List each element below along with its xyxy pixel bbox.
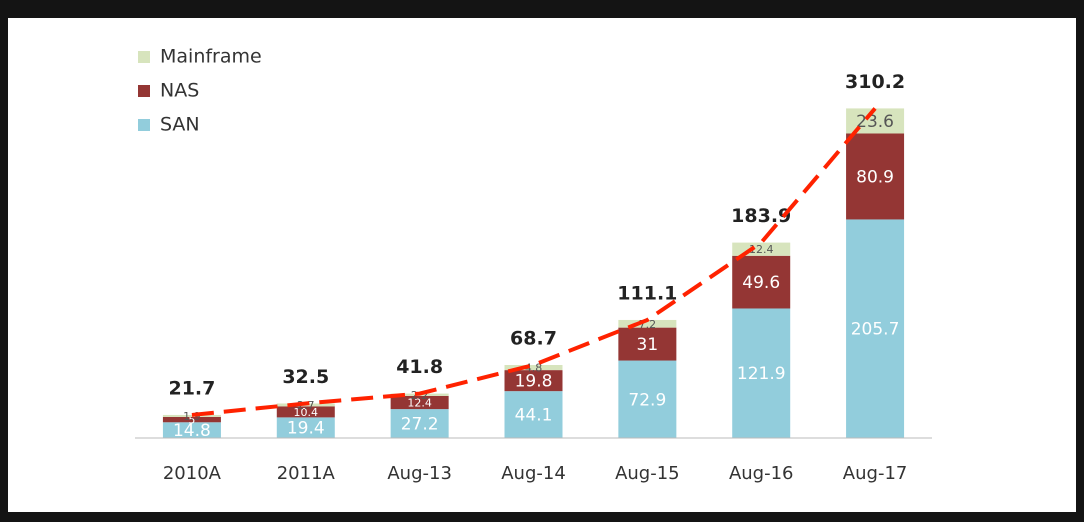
total-label: 32.5 [282, 366, 329, 388]
bar-segment [390, 409, 449, 438]
value-label: 49.6 [742, 273, 780, 293]
bar-segment [162, 422, 221, 438]
legend-swatch [138, 85, 150, 97]
bar-segment [846, 133, 905, 220]
total-label: 111.1 [617, 282, 677, 304]
bar-segment [504, 365, 563, 371]
bar-segment [276, 406, 335, 418]
bar-segment [504, 370, 563, 392]
value-label: 19.4 [287, 419, 325, 439]
legend-label: Mainframe [160, 46, 262, 68]
value-label: 1.9 [183, 410, 201, 423]
value-label: 19.8 [515, 372, 553, 392]
value-label: 80.9 [856, 167, 894, 187]
x-tick-label: Aug-16 [729, 463, 794, 484]
legend-label: SAN [160, 114, 200, 136]
x-tick-label: Aug-13 [387, 463, 452, 484]
value-label: 121.9 [737, 364, 786, 384]
x-tick-label: 2010A [163, 463, 222, 484]
total-label: 183.9 [731, 205, 791, 227]
total-label: 68.7 [510, 328, 557, 350]
value-label: 14.8 [173, 421, 211, 441]
bar-segment [162, 414, 221, 417]
bar-segment [504, 391, 563, 438]
bar-segment [276, 417, 335, 438]
x-tick-label: Aug-14 [501, 463, 566, 484]
legend-swatch [138, 119, 150, 131]
x-tick-label: Aug-17 [843, 463, 908, 484]
value-label: 10.4 [294, 406, 319, 419]
trend-line [191, 107, 877, 417]
value-label: 72.9 [628, 390, 666, 410]
bar-segment [732, 255, 791, 309]
value-label: 205.7 [851, 320, 900, 340]
legend-label: NAS [160, 80, 199, 102]
x-tick-label: Aug-15 [615, 463, 680, 484]
value-label: 12.4 [407, 397, 432, 410]
value-label: 23.6 [856, 112, 894, 132]
bar-segment [390, 395, 449, 410]
x-tick-label: 2011A [277, 463, 336, 484]
bar-segment [732, 308, 791, 438]
total-label: 310.2 [845, 71, 905, 93]
value-label: 27.2 [401, 415, 439, 435]
value-label: 12.4 [749, 243, 774, 256]
bar-segment [846, 219, 905, 438]
total-label: 41.8 [396, 356, 443, 378]
value-label: 44.1 [515, 406, 553, 426]
legend-swatch [138, 51, 150, 63]
bar-segment [618, 327, 677, 361]
bar-segment [162, 416, 221, 423]
bar-segment [618, 319, 677, 328]
total-label: 21.7 [168, 377, 215, 399]
value-label: 31 [637, 335, 659, 355]
bar-segment [618, 360, 677, 438]
value-label: 5 [188, 414, 195, 427]
